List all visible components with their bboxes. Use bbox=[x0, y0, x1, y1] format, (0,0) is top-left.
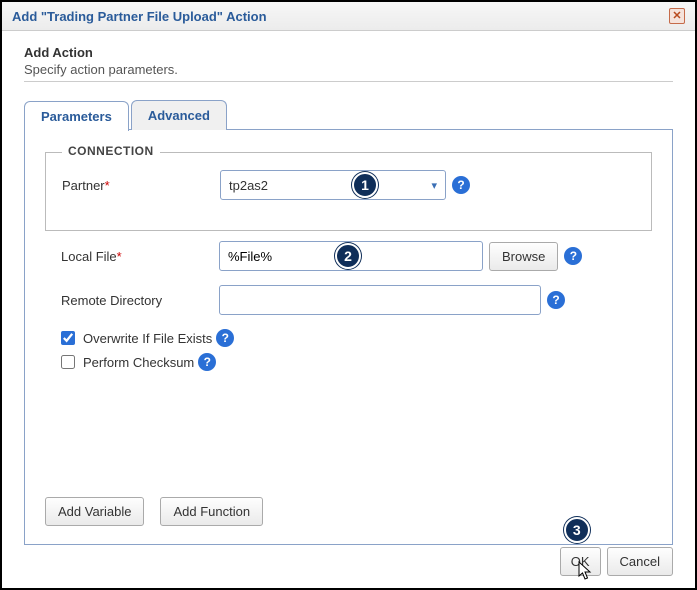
close-icon[interactable]: ✕ bbox=[669, 8, 685, 24]
partner-label: Partner* bbox=[62, 178, 220, 193]
checksum-checkbox[interactable] bbox=[61, 355, 75, 369]
local-file-label-text: Local File bbox=[61, 249, 117, 264]
tab-advanced[interactable]: Advanced bbox=[131, 100, 227, 130]
add-variable-button[interactable]: Add Variable bbox=[45, 497, 144, 526]
connection-fieldset: CONNECTION Partner* tp2as2 ▾ ? 1 bbox=[45, 152, 652, 231]
checksum-row: Perform Checksum ? bbox=[61, 353, 652, 371]
divider bbox=[24, 81, 673, 82]
partner-value: tp2as2 bbox=[229, 178, 268, 193]
local-file-row: Local File* Browse ? 2 bbox=[61, 241, 652, 271]
partner-dropdown[interactable]: tp2as2 ▾ bbox=[220, 170, 446, 200]
tab-strip: Parameters Advanced bbox=[24, 100, 673, 130]
cancel-button[interactable]: Cancel bbox=[607, 547, 673, 576]
tab-panel: CONNECTION Partner* tp2as2 ▾ ? 1 bbox=[24, 129, 673, 545]
panel-actions: Add Variable Add Function bbox=[45, 497, 263, 526]
local-file-label: Local File* bbox=[61, 249, 219, 264]
overwrite-row: Overwrite If File Exists ? bbox=[61, 329, 652, 347]
remote-dir-row: Remote Directory ? bbox=[61, 285, 652, 315]
help-icon[interactable]: ? bbox=[452, 176, 470, 194]
remote-dir-input[interactable] bbox=[219, 285, 541, 315]
ok-button[interactable]: OK bbox=[560, 547, 601, 576]
dialog-title: Add "Trading Partner File Upload" Action bbox=[12, 9, 267, 24]
partner-label-text: Partner bbox=[62, 178, 105, 193]
dialog-footer: 3 OK Cancel bbox=[560, 547, 673, 576]
overwrite-label: Overwrite If File Exists bbox=[83, 331, 212, 346]
overwrite-checkbox[interactable] bbox=[61, 331, 75, 345]
required-asterisk: * bbox=[105, 178, 110, 193]
help-icon[interactable]: ? bbox=[198, 353, 216, 371]
remote-dir-label: Remote Directory bbox=[61, 293, 219, 308]
dialog-window: Add "Trading Partner File Upload" Action… bbox=[0, 0, 697, 590]
add-function-button[interactable]: Add Function bbox=[160, 497, 263, 526]
browse-button[interactable]: Browse bbox=[489, 242, 558, 271]
help-icon[interactable]: ? bbox=[564, 247, 582, 265]
titlebar: Add "Trading Partner File Upload" Action… bbox=[2, 2, 695, 31]
checksum-label: Perform Checksum bbox=[83, 355, 194, 370]
required-asterisk: * bbox=[117, 249, 122, 264]
tab-parameters[interactable]: Parameters bbox=[24, 101, 129, 131]
local-file-input[interactable] bbox=[219, 241, 483, 271]
help-icon[interactable]: ? bbox=[547, 291, 565, 309]
help-icon[interactable]: ? bbox=[216, 329, 234, 347]
dialog-body: Add Action Specify action parameters. Pa… bbox=[2, 31, 695, 555]
section-title: Add Action bbox=[24, 45, 673, 60]
section-subtitle: Specify action parameters. bbox=[24, 62, 673, 77]
fieldset-legend: CONNECTION bbox=[62, 144, 160, 158]
partner-row: Partner* tp2as2 ▾ ? 1 bbox=[62, 170, 635, 200]
chevron-down-icon: ▾ bbox=[431, 179, 437, 192]
